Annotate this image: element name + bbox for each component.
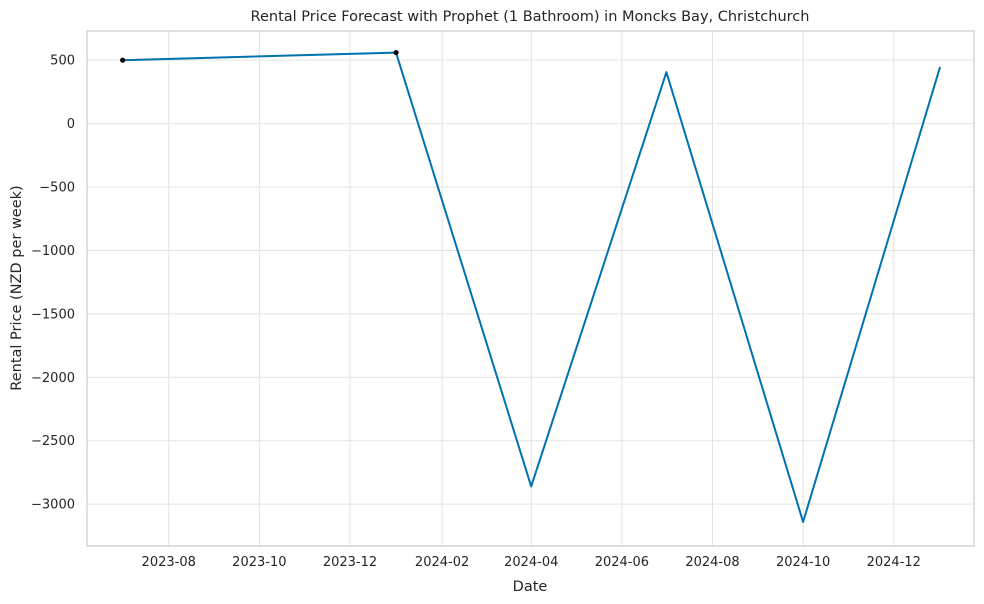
plot-area-frame xyxy=(86,30,975,547)
series-layer xyxy=(120,49,941,523)
x-tick-label: 2024-12 xyxy=(867,555,921,570)
x-tick-label: 2024-10 xyxy=(776,555,830,570)
x-tick-label: 2024-02 xyxy=(415,555,469,570)
x-tick-label: 2023-12 xyxy=(323,555,377,570)
y-axis-ticks: 500 0 −500 −1000 −1500 −2000 −2500 −3000 xyxy=(31,54,75,513)
y-tick-label: −2500 xyxy=(31,434,75,449)
grid-lines xyxy=(87,31,974,546)
y-tick-label: −500 xyxy=(39,181,75,196)
y-tick-label: −2000 xyxy=(31,371,75,386)
y-tick-label: 0 xyxy=(67,117,75,132)
x-tick-label: 2024-04 xyxy=(504,555,558,570)
x-tick-label: 2024-06 xyxy=(595,555,649,570)
x-tick-label: 2023-08 xyxy=(142,555,196,570)
y-axis-label: Rental Price (NZD per week) xyxy=(9,185,25,390)
forecast-line xyxy=(121,51,941,523)
x-axis-label: Date xyxy=(513,579,548,595)
y-tick-label: 500 xyxy=(50,54,75,69)
x-axis-ticks: 2023-08 2023-10 2023-12 2024-02 2024-04 2024-… xyxy=(142,555,921,570)
chart-title: Rental Price Forecast with Prophet (1 Ba… xyxy=(251,9,810,25)
observed-point xyxy=(120,57,126,63)
x-tick-label: 2024-08 xyxy=(685,555,739,570)
y-tick-label: −1000 xyxy=(31,244,75,259)
x-tick-label: 2023-10 xyxy=(232,555,286,570)
y-tick-label: −3000 xyxy=(31,498,75,513)
y-tick-label: −1500 xyxy=(31,307,75,322)
observed-point xyxy=(393,49,399,56)
